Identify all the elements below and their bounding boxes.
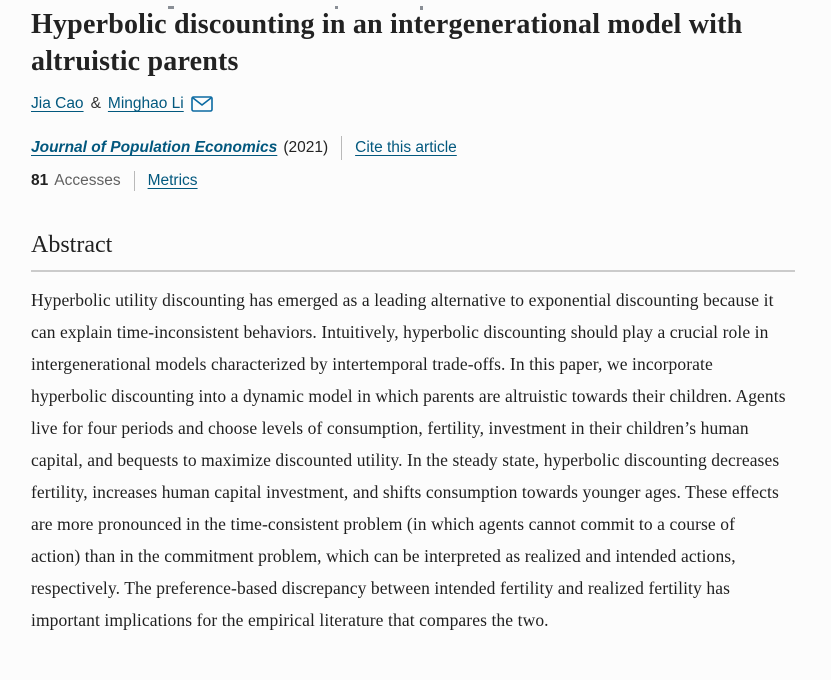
vertical-divider	[341, 136, 343, 160]
page-title: Hyperbolic discounting in an intergenera…	[31, 9, 743, 77]
author-link-jia-cao[interactable]: Jia Cao	[31, 95, 84, 112]
abstract-text: Hyperbolic utility discounting has emerg…	[31, 290, 786, 630]
metrics-row: 81 Accesses Metrics	[31, 171, 797, 191]
journal-year: (2021)	[283, 139, 329, 156]
author-link-minghao-li[interactable]: Minghao Li	[107, 95, 184, 112]
cite-this-article-link[interactable]: Cite this article	[355, 139, 457, 156]
accesses-count: 81	[31, 172, 49, 189]
authors-separator: &	[90, 95, 101, 112]
journal-link[interactable]: Journal of Population Economics	[31, 139, 278, 156]
metrics-link[interactable]: Metrics	[147, 172, 198, 189]
section-divider	[31, 270, 795, 272]
abstract-heading: Abstract	[31, 232, 113, 258]
email-icon[interactable]	[190, 96, 213, 112]
abstract-section: Abstract Hyperbolic utility discounting …	[31, 232, 797, 636]
clipped-top-text-remnant	[0, 6, 831, 10]
article-page: Hyperbolic discounting in an intergenera…	[0, 6, 831, 636]
accesses-label: Accesses	[54, 172, 121, 189]
authors-row: Jia Cao & Minghao Li	[31, 95, 797, 113]
vertical-divider	[133, 171, 135, 191]
journal-row: Journal of Population Economics (2021) C…	[31, 136, 797, 160]
